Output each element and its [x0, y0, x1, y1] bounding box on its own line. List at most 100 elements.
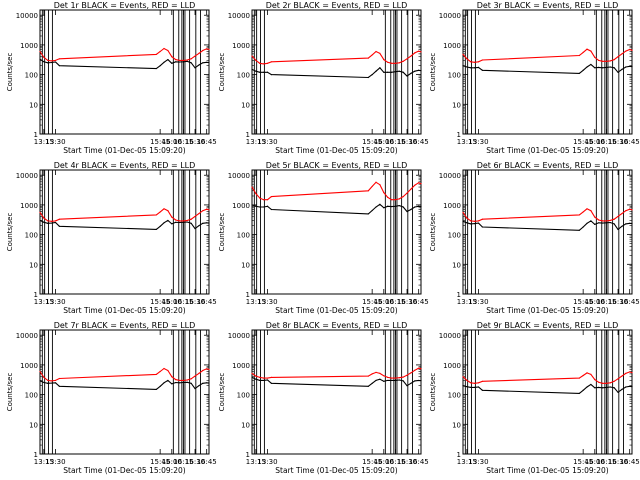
x-axis-label: Start Time (01-Dec-05 15:09:20)	[275, 306, 397, 315]
y-tick-label: 1000	[232, 202, 250, 210]
data-point	[367, 213, 369, 215]
data-point	[617, 56, 619, 58]
y-tick-label: 10	[452, 421, 461, 429]
plot-frame	[462, 169, 633, 295]
data-point	[208, 368, 210, 371]
x-tick-label: 13:15	[34, 458, 54, 466]
data-point	[613, 380, 615, 382]
chart-panel: Det 5r BLACK = Events, RED = LLD 1 10 100 10…	[218, 161, 429, 315]
data-point	[418, 205, 420, 207]
data-point	[206, 368, 208, 370]
data-point	[206, 208, 208, 210]
x-tick-label: 16:15	[596, 138, 616, 146]
x-tick-label: 16:45	[197, 138, 217, 146]
data-point	[58, 218, 60, 220]
data-point	[51, 380, 53, 382]
data-point	[594, 379, 596, 381]
data-point	[590, 220, 592, 222]
x-tick-label: 16:30	[608, 298, 628, 306]
data-point	[466, 58, 468, 60]
data-point	[590, 210, 592, 212]
data-point	[379, 184, 381, 186]
data-point	[578, 392, 580, 394]
data-point	[631, 222, 633, 225]
y-tick-label: 100	[237, 392, 250, 400]
x-axis-label: Start Time (01-Dec-05 15:09:20)	[275, 146, 397, 155]
data-point	[398, 379, 400, 381]
data-point	[629, 65, 631, 67]
x-tick-label: 13:30	[468, 298, 488, 306]
data-point	[206, 61, 208, 63]
data-point	[481, 59, 483, 61]
data-point	[394, 377, 397, 379]
data-point	[598, 222, 600, 224]
x-tick-label: 16:45	[409, 298, 429, 306]
data-point	[167, 219, 169, 222]
data-point	[194, 67, 196, 69]
data-point	[43, 381, 45, 384]
data-point	[371, 54, 373, 56]
data-point	[270, 376, 272, 378]
data-point	[420, 368, 422, 370]
data-point	[609, 219, 611, 222]
x-axis-label: Start Time (01-Dec-05 15:09:20)	[275, 466, 397, 475]
data-point	[474, 382, 476, 384]
y-tick-label: 1000	[443, 42, 461, 50]
data-point	[259, 379, 261, 382]
data-point	[598, 386, 600, 388]
data-point	[582, 374, 584, 377]
data-point	[418, 367, 420, 369]
data-point	[171, 383, 173, 385]
data-point	[155, 373, 157, 375]
data-point	[481, 69, 483, 71]
data-point	[51, 222, 53, 224]
data-point	[398, 198, 400, 200]
x-tick-label: 13:15	[246, 298, 266, 306]
plot-frame	[251, 9, 422, 135]
x-axis-label: Start Time (01-Dec-05 15:09:20)	[486, 146, 608, 155]
y-tick-label: 1	[34, 131, 38, 139]
data-point	[387, 61, 389, 63]
x-tick-label: 15:45	[573, 458, 593, 466]
y-tick-label: 10	[29, 261, 38, 269]
y-tick-label: 100	[448, 72, 461, 80]
x-tick-label: 13:15	[457, 458, 477, 466]
data-point	[171, 216, 173, 218]
data-point	[182, 61, 185, 63]
data-point	[186, 60, 188, 62]
data-point	[155, 53, 157, 55]
data-point	[481, 226, 483, 228]
data-point	[590, 50, 592, 52]
data-point	[259, 206, 261, 208]
y-tick-label: 100	[237, 72, 250, 80]
data-point	[617, 228, 619, 230]
y-tick-label: 10	[241, 101, 250, 109]
chart-panel: Det 9r BLACK = Events, RED = LLD 1 10 100 10…	[429, 321, 640, 475]
data-point	[251, 376, 253, 378]
data-point	[186, 381, 188, 383]
y-axis-label: Counts/sec	[218, 373, 226, 412]
data-point	[159, 211, 161, 213]
x-tick-label: 13:30	[257, 458, 277, 466]
data-point	[39, 219, 41, 222]
data-point	[182, 59, 185, 62]
data-point	[481, 380, 483, 382]
y-tick-label: 10	[452, 261, 461, 269]
data-point	[202, 210, 204, 212]
data-point	[621, 53, 623, 55]
data-point	[605, 222, 608, 224]
data-point	[175, 379, 177, 381]
chart-panel: Det 7r BLACK = Events, RED = LLD 1 10 100 10…	[6, 321, 217, 475]
y-tick-label: 1	[457, 131, 461, 139]
data-point	[586, 66, 588, 68]
y-tick-label: 1000	[232, 362, 250, 370]
data-point	[631, 66, 633, 68]
data-point	[621, 225, 623, 227]
data-point	[420, 205, 422, 208]
data-point	[270, 208, 272, 211]
data-point	[402, 71, 404, 73]
data-point	[163, 222, 165, 224]
data-point	[594, 223, 596, 226]
x-tick-label: 16:00	[162, 138, 182, 146]
data-point	[594, 67, 596, 69]
